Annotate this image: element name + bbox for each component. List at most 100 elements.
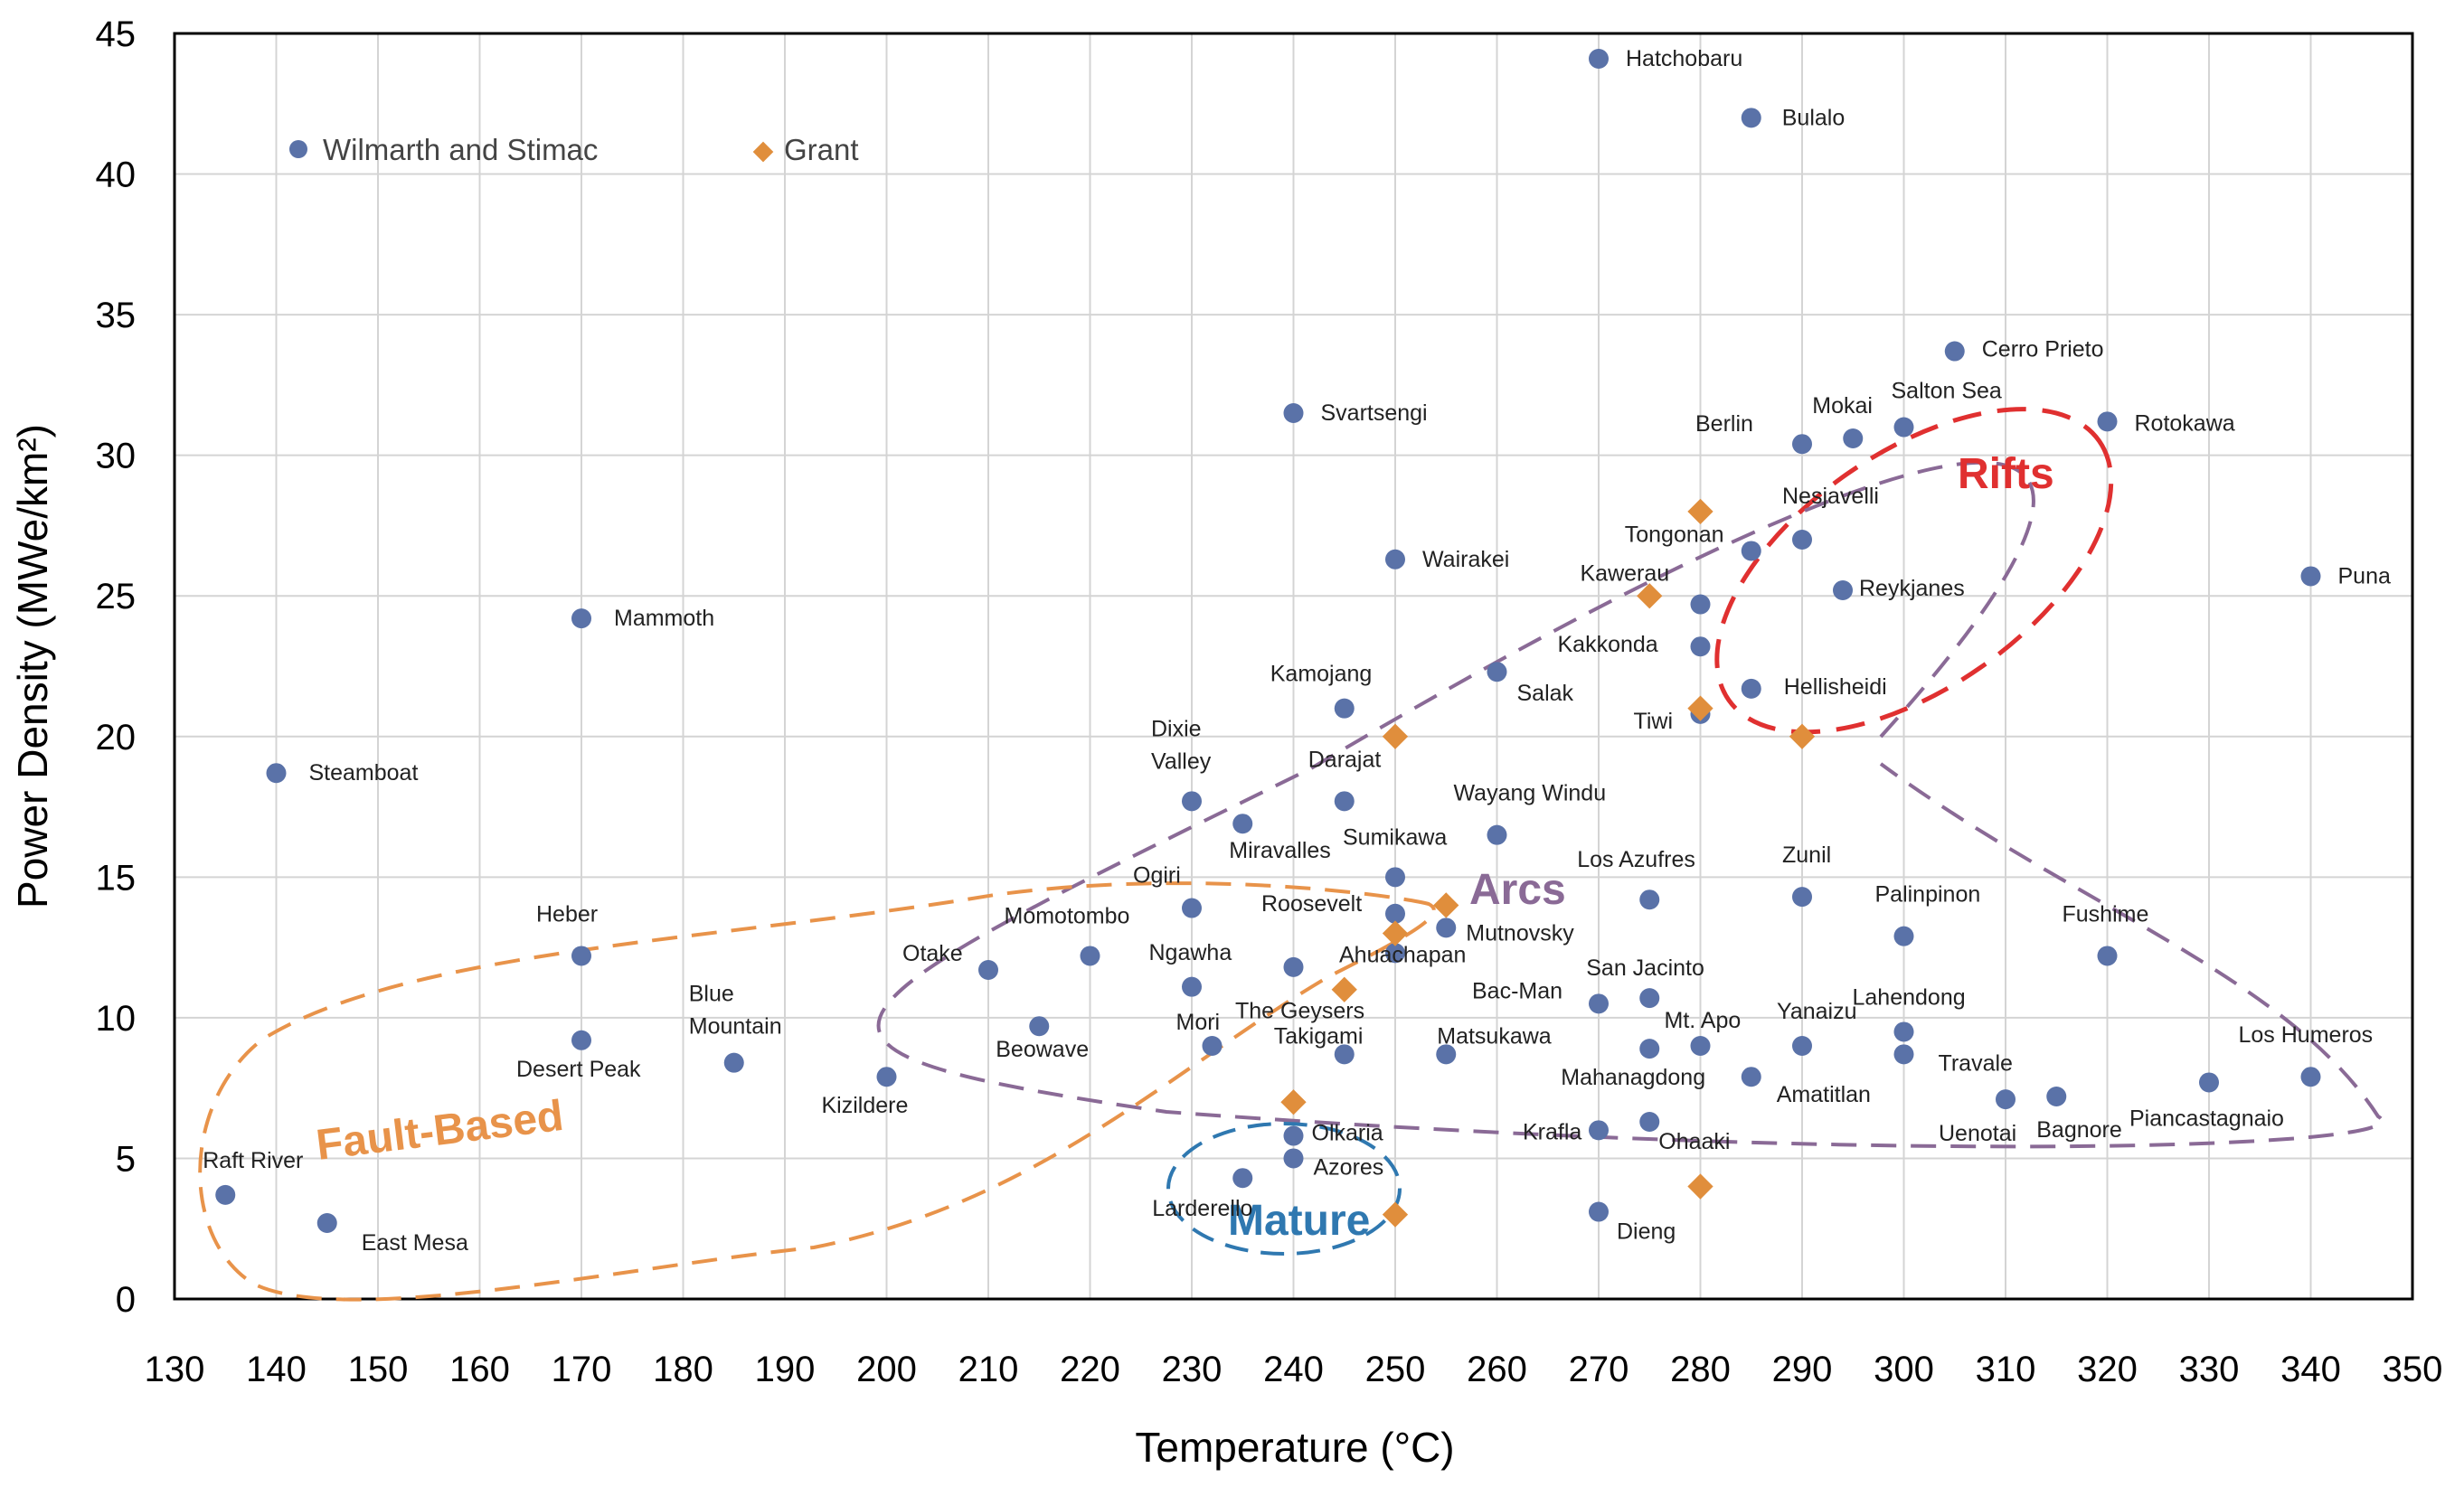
legend-marker-grant bbox=[752, 141, 774, 163]
data-point-grant bbox=[1433, 892, 1459, 918]
data-point-wilmarth bbox=[1589, 49, 1609, 69]
x-tick-label: 210 bbox=[958, 1350, 1019, 1389]
point-label: Mokai bbox=[1812, 393, 1873, 419]
point-label: Rotokawa bbox=[2135, 410, 2235, 436]
x-tick-label: 220 bbox=[1060, 1350, 1120, 1389]
legend-marker-wilmarth bbox=[289, 140, 307, 158]
data-point-wilmarth bbox=[1893, 1044, 1914, 1065]
point-label: Ohaaki bbox=[1658, 1129, 1730, 1154]
point-label: Ogiri bbox=[1133, 863, 1181, 889]
data-point-wilmarth bbox=[1385, 943, 1405, 964]
x-tick-label: 190 bbox=[755, 1350, 816, 1389]
point-label: Svartsengi bbox=[1321, 400, 1428, 426]
point-label: Desert Peak bbox=[516, 1057, 641, 1082]
point-label: Palinpinon bbox=[1875, 882, 1981, 908]
data-point-wilmarth bbox=[1029, 1016, 1050, 1037]
point-label: Cerro Prieto bbox=[1982, 337, 2104, 362]
data-point-grant bbox=[1687, 498, 1713, 525]
data-point-wilmarth bbox=[723, 1052, 744, 1073]
point-label: Tongonan bbox=[1625, 522, 1724, 547]
legend-label-grant: Grant bbox=[784, 133, 859, 166]
data-point-wilmarth bbox=[1639, 1112, 1660, 1132]
data-point-wilmarth bbox=[316, 1213, 337, 1233]
point-label: Amatitlan bbox=[1777, 1082, 1871, 1107]
data-point-wilmarth bbox=[1283, 956, 1304, 977]
point-label: Ngawha bbox=[1149, 940, 1232, 965]
x-tick-label: 200 bbox=[856, 1350, 917, 1389]
point-label: Travale bbox=[1939, 1050, 2013, 1076]
x-tick-label: 160 bbox=[449, 1350, 510, 1389]
data-point-wilmarth bbox=[1944, 341, 1965, 362]
data-point-wilmarth bbox=[1639, 1039, 1660, 1059]
data-point-wilmarth bbox=[1690, 1036, 1711, 1056]
arcs-label: Arcs bbox=[1469, 866, 1566, 914]
data-point-wilmarth bbox=[1182, 898, 1202, 918]
data-point-grant bbox=[1331, 976, 1357, 1002]
y-tick-label: 35 bbox=[96, 296, 137, 335]
data-point-wilmarth bbox=[1283, 403, 1304, 423]
point-label: Krafla bbox=[1523, 1119, 1581, 1144]
point-label: Mutnovsky bbox=[1466, 920, 1574, 946]
point-label: Yanaizu bbox=[1777, 999, 1857, 1024]
point-label: Berlin bbox=[1695, 411, 1753, 437]
x-tick-label: 170 bbox=[552, 1350, 612, 1389]
data-point-wilmarth bbox=[1436, 918, 1457, 938]
y-tick-label: 5 bbox=[116, 1139, 136, 1179]
y-tick-label: 30 bbox=[96, 437, 137, 476]
x-tick-label: 290 bbox=[1772, 1350, 1833, 1389]
data-point-wilmarth bbox=[1996, 1089, 2016, 1110]
data-point-wilmarth bbox=[978, 960, 998, 980]
data-point-wilmarth bbox=[1436, 1044, 1457, 1065]
data-point-grant bbox=[1382, 920, 1409, 946]
data-point-wilmarth bbox=[1385, 867, 1405, 888]
data-point-wilmarth bbox=[1589, 993, 1609, 1014]
data-point-wilmarth bbox=[1741, 1067, 1761, 1087]
data-point-wilmarth bbox=[1385, 903, 1405, 924]
data-point-wilmarth bbox=[1182, 791, 1202, 812]
data-point-wilmarth bbox=[1741, 541, 1761, 561]
data-point-wilmarth bbox=[1843, 428, 1864, 448]
point-label: Matsukawa bbox=[1437, 1023, 1552, 1049]
point-label: Dixie Valley bbox=[1151, 716, 1212, 774]
data-point-wilmarth bbox=[2199, 1072, 2219, 1093]
point-label: Sumikawa bbox=[1343, 824, 1447, 850]
data-point-wilmarth bbox=[876, 1067, 897, 1087]
legend: Wilmarth and Stimac Grant bbox=[289, 133, 859, 166]
point-label: Roosevelt bbox=[1261, 891, 1362, 917]
point-label: Kamojang bbox=[1270, 662, 1373, 687]
data-point-wilmarth bbox=[1487, 662, 1507, 682]
point-label: Steamboat bbox=[309, 760, 419, 786]
point-label: Puna bbox=[2338, 563, 2391, 588]
point-label: Mt. Apo bbox=[1665, 1008, 1742, 1033]
data-point-wilmarth bbox=[1334, 698, 1355, 719]
x-tick-label: 260 bbox=[1467, 1350, 1527, 1389]
point-label: Olkaria bbox=[1312, 1121, 1383, 1146]
y-tick-label: 40 bbox=[96, 155, 137, 195]
point-label: Wayang Windu bbox=[1454, 781, 1607, 806]
y-tick-label: 10 bbox=[96, 999, 137, 1039]
point-label: Darajat bbox=[1308, 747, 1382, 772]
data-point-wilmarth bbox=[1639, 889, 1660, 910]
x-tick-label: 300 bbox=[1874, 1350, 1934, 1389]
point-label: Los Humeros bbox=[2239, 1022, 2374, 1048]
point-label: Nesjavelli bbox=[1782, 484, 1879, 509]
point-label: Kakkonda bbox=[1558, 632, 1658, 657]
series-wilmarth-and-stimac: Hatchobaru Bulalo Cerro Prieto Svartsengi Sa… bbox=[203, 46, 2391, 1256]
x-tick-label: 240 bbox=[1263, 1350, 1324, 1389]
point-label: Hatchobaru bbox=[1626, 46, 1742, 71]
point-label: Bulalo bbox=[1782, 105, 1846, 130]
data-point-wilmarth bbox=[571, 1030, 591, 1050]
data-point-wilmarth bbox=[1690, 636, 1711, 657]
point-label: Los Azufres bbox=[1577, 847, 1695, 872]
y-axis-ticks: 0 5 10 15 20 25 30 35 40 45 bbox=[96, 14, 137, 1320]
y-axis-title: Power Density (MWe/km²) bbox=[9, 424, 56, 908]
x-tick-label: 330 bbox=[2179, 1350, 2240, 1389]
point-label: Lahendong bbox=[1853, 984, 1966, 1010]
point-label: Blue Mountain bbox=[689, 982, 782, 1040]
data-point-wilmarth bbox=[2046, 1087, 2067, 1106]
y-tick-label: 0 bbox=[116, 1280, 136, 1320]
data-point-grant bbox=[1382, 723, 1409, 749]
x-tick-label: 270 bbox=[1569, 1350, 1629, 1389]
data-point-wilmarth bbox=[1833, 580, 1853, 600]
point-label: Fushime bbox=[2063, 901, 2149, 927]
